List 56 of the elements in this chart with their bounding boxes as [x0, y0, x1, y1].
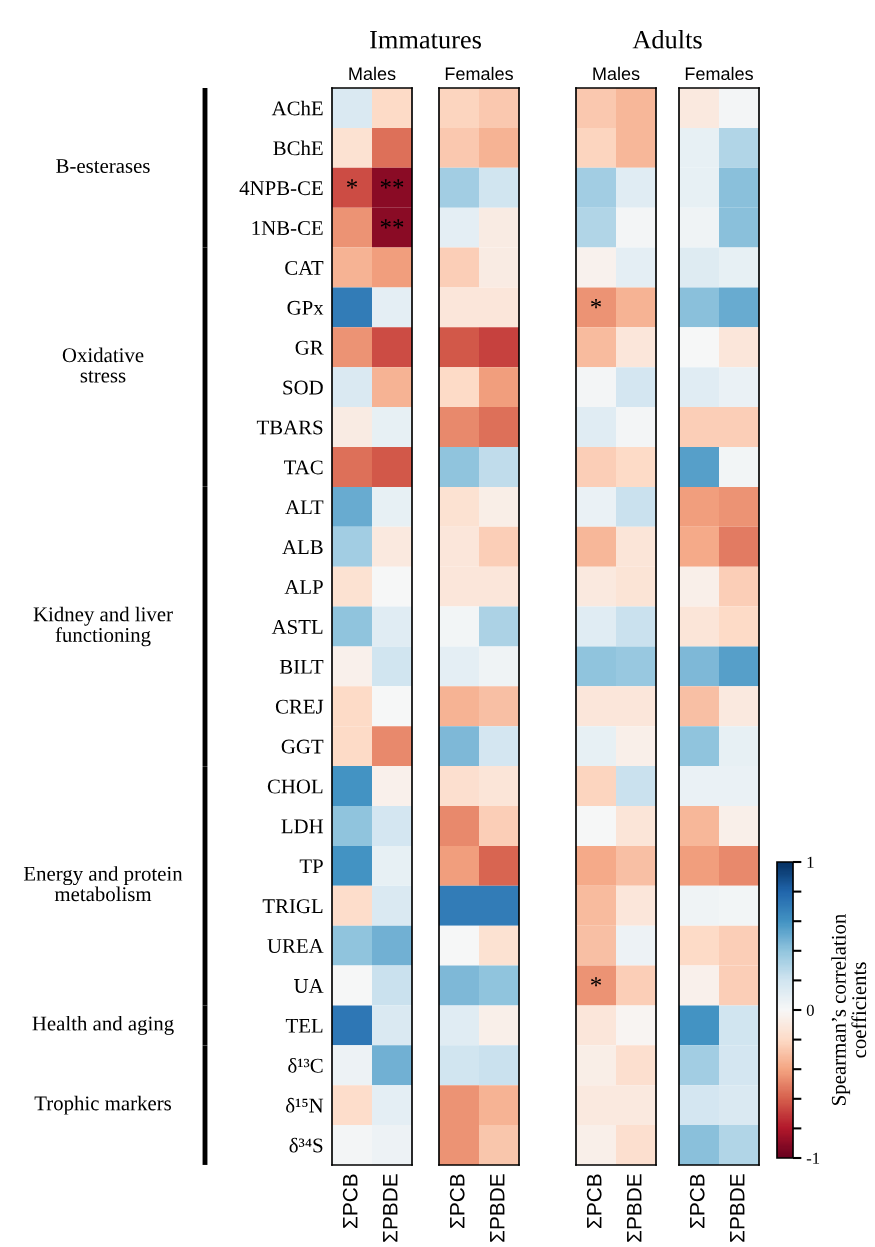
text: Health and aging: [32, 1015, 174, 1035]
y-tick-label: LDH: [281, 819, 324, 834]
text: Kidney and liver functioning: [33, 606, 173, 647]
y-tick-label: 1NB-CE: [252, 221, 323, 236]
color-bar-label: 0: [806, 1004, 814, 1016]
y-tick-label: GGT: [281, 739, 324, 754]
y-tick-label: TP: [299, 859, 323, 874]
y-tick-label: ALP: [284, 580, 323, 594]
y-tick-label: ALT: [285, 500, 324, 515]
y-tick-label: GR: [295, 340, 324, 355]
text: B-esterases: [56, 159, 150, 173]
x-tick-label: ΣPBDE: [730, 1174, 745, 1242]
text: Males: [593, 66, 640, 81]
y-tick-label: CHOL: [267, 779, 323, 794]
color-bar-label: -1: [806, 1152, 820, 1164]
y-tick-label: δ¹⁵N: [286, 1097, 324, 1113]
x-tick-label: ΣPBDE: [383, 1174, 398, 1242]
y-tick-label: GPx: [287, 300, 324, 315]
x-tick-label: ΣPCB: [449, 1174, 465, 1228]
y-tick-label: TEL: [285, 1018, 323, 1033]
y-tick-label: CAT: [285, 260, 324, 275]
y-tick-label: SOD: [283, 380, 323, 395]
text: Energy and protein metabolism: [23, 866, 183, 902]
x-tick-label: ΣPCB: [689, 1174, 705, 1228]
y-tick-label: ASTL: [271, 619, 323, 634]
color-bar-title: Spearman’s correlation coefficients: [831, 914, 867, 1105]
text: Males: [349, 66, 396, 81]
y-tick-label: TAC: [284, 460, 323, 475]
y-tick-label: BILT: [279, 659, 324, 674]
data-label: **: [380, 179, 404, 189]
y-tick-label: 4NPB-CE: [239, 181, 323, 196]
y-tick-label: TBARS: [256, 420, 323, 435]
data-label: **: [380, 219, 404, 229]
y-tick-label: UREA: [267, 939, 324, 954]
text: Trophic markers: [34, 1095, 172, 1115]
x-tick-label: ΣPBDE: [627, 1174, 642, 1242]
y-tick-label: UA: [294, 978, 324, 993]
y-tick-label: CREJ: [275, 699, 324, 714]
text: Adults: [632, 30, 702, 49]
y-tick-label: AChE: [271, 100, 323, 116]
y-tick-label: δ³⁴S: [289, 1137, 323, 1153]
y-tick-label: δ¹³C: [288, 1057, 323, 1073]
text: Females: [445, 66, 513, 81]
color-bar-label: 1: [807, 856, 814, 868]
text: Females: [685, 66, 753, 81]
data-label: *: [346, 179, 358, 189]
text: Immatures: [370, 31, 481, 49]
text: Oxidative stress: [62, 347, 144, 383]
y-tick-label: BChE: [273, 140, 323, 156]
data-label: *: [590, 299, 602, 309]
y-tick-label: ALB: [282, 540, 323, 555]
x-tick-label: ΣPCB: [342, 1174, 358, 1228]
y-tick-label: TRIGL: [262, 899, 323, 914]
x-tick-label: ΣPBDE: [490, 1174, 505, 1242]
x-tick-label: ΣPCB: [586, 1174, 602, 1228]
data-label: *: [590, 977, 602, 987]
